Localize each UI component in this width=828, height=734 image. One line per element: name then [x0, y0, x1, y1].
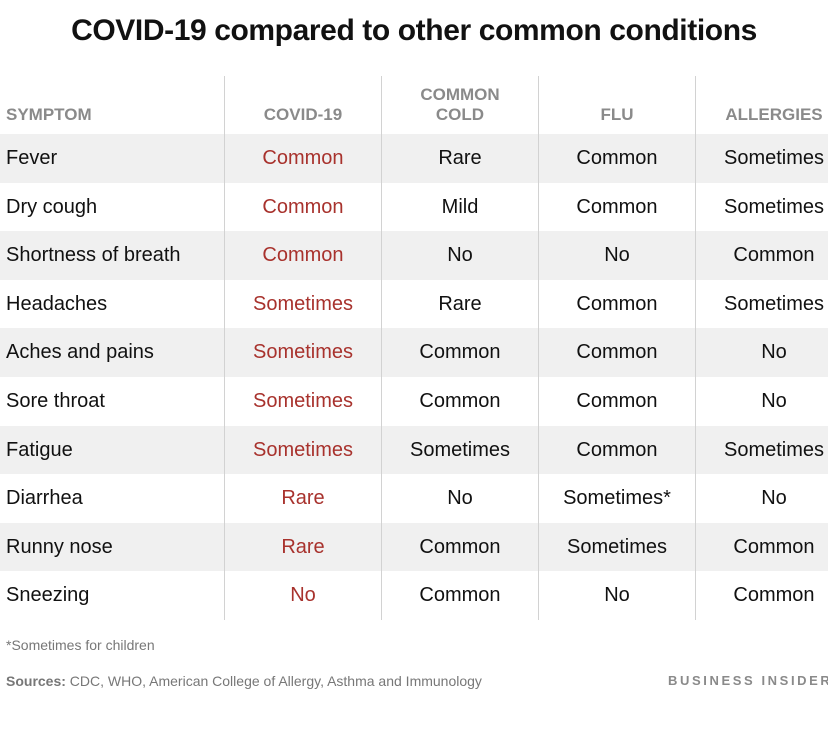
cell-common-cold: No: [447, 487, 473, 510]
cell-flu: Common: [576, 389, 658, 412]
header-common-cold-line1: COMMON: [420, 85, 500, 104]
cell-symptom: Dry cough: [6, 195, 98, 218]
column-divider: [695, 76, 696, 620]
cell-common-cold: Common: [419, 389, 501, 412]
cell-symptom: Sore throat: [6, 389, 105, 412]
chart-title: COVID-19 compared to other common condit…: [71, 14, 757, 47]
cell-covid: No: [290, 584, 316, 607]
cell-covid: Sometimes: [252, 341, 354, 364]
cell-flu: No: [604, 584, 630, 607]
cell-covid: Common: [262, 195, 344, 218]
cell-allergies: No: [761, 487, 787, 510]
cell-allergies: No: [761, 389, 787, 412]
table-header: SYMPTOM COVID-19 COMMON COLD FLU ALLERGI…: [0, 76, 828, 134]
header-symptom: SYMPTOM: [6, 105, 92, 124]
header-common-cold-line2: COLD: [435, 105, 485, 124]
table-row: Diarrhea Rare No Sometimes* No: [0, 474, 828, 523]
comparison-table: SYMPTOM COVID-19 COMMON COLD FLU ALLERGI…: [0, 76, 828, 620]
cell-flu: Sometimes*: [563, 487, 671, 510]
cell-allergies: Sometimes: [723, 292, 825, 315]
cell-covid: Sometimes: [252, 292, 354, 315]
cell-common-cold: Rare: [438, 147, 482, 169]
cell-common-cold: Common: [419, 341, 501, 364]
cell-covid: Common: [262, 147, 344, 169]
cell-allergies: Common: [733, 535, 815, 558]
table-row: Runny nose Rare Common Sometimes Common: [0, 522, 828, 572]
header-allergies: ALLERGIES: [725, 105, 823, 124]
cell-symptom: Headaches: [6, 292, 108, 315]
cell-common-cold: Rare: [438, 292, 482, 315]
cell-allergies: Sometimes: [723, 195, 825, 218]
cell-common-cold: Mild: [441, 195, 479, 218]
cell-allergies: Sometimes: [723, 438, 825, 461]
cell-covid: Rare: [281, 487, 325, 510]
cell-flu: Common: [576, 341, 658, 364]
column-divider: [381, 76, 382, 620]
cell-flu: Common: [576, 292, 658, 315]
table-row: Dry cough Common Mild Common Sometimes: [0, 183, 828, 232]
cell-allergies: No: [761, 341, 787, 364]
cell-covid: Sometimes: [252, 438, 354, 461]
cell-common-cold: No: [447, 244, 473, 267]
table-row: Aches and pains Sometimes Common Common No: [0, 328, 828, 377]
sources-label: Sources:: [6, 673, 66, 689]
header-flu: FLU: [600, 105, 634, 124]
cell-symptom: Fatigue: [6, 438, 73, 461]
cell-flu: No: [604, 244, 630, 267]
cell-common-cold: Sometimes: [409, 438, 511, 461]
column-divider: [538, 76, 539, 620]
cell-symptom: Diarrhea: [6, 487, 83, 510]
footnote: *Sometimes for children: [6, 637, 155, 653]
cell-symptom: Runny nose: [6, 535, 113, 558]
cell-flu: Common: [576, 438, 658, 461]
cell-symptom: Fever: [6, 147, 58, 169]
cell-flu: Common: [576, 195, 658, 218]
cell-symptom: Aches and pains: [6, 341, 154, 364]
cell-common-cold: Common: [419, 535, 501, 558]
table-row: Sneezing No Common No Common: [0, 571, 828, 620]
sources-line: Sources: CDC, WHO, American College of A…: [6, 673, 482, 689]
table-row: Headaches Sometimes Rare Common Sometimes: [0, 280, 828, 329]
header-covid: COVID-19: [263, 105, 343, 124]
cell-symptom: Sneezing: [6, 584, 90, 607]
cell-allergies: Sometimes: [723, 147, 825, 169]
table-body: Fever Common Rare Common Sometimes Dry cough C…: [0, 134, 828, 620]
cell-covid: Rare: [281, 535, 325, 558]
table-row: Fever Common Rare Common Sometimes: [0, 134, 828, 183]
cell-flu: Sometimes: [566, 535, 668, 558]
cell-symptom: Shortness of breath: [6, 244, 181, 267]
cell-common-cold: Common: [419, 584, 501, 607]
cell-covid: Common: [262, 244, 344, 267]
table-row: Shortness of breath Common No No Common: [0, 231, 828, 280]
cell-allergies: Common: [733, 584, 815, 607]
table-row: Sore throat Sometimes Common Common No: [0, 377, 828, 426]
header-common-cold: COMMON COLD: [382, 85, 538, 125]
cell-covid: Sometimes: [252, 389, 354, 412]
cell-allergies: Common: [733, 244, 815, 267]
sources-text: CDC, WHO, American College of Allergy, A…: [65, 673, 482, 689]
cell-flu: Common: [576, 147, 658, 169]
brand-logo: BUSINESS INSIDER: [668, 673, 828, 688]
table-row: Fatigue Sometimes Sometimes Common Sometimes: [0, 425, 828, 475]
column-divider: [224, 76, 225, 620]
